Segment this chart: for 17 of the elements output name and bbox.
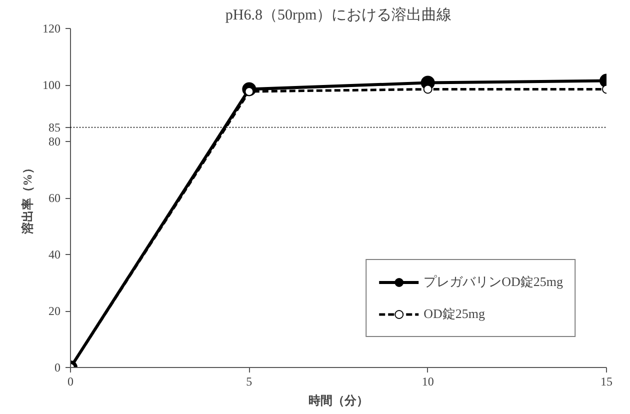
- x-tick-label: 5: [246, 374, 252, 388]
- y-tick-label: 20: [48, 304, 60, 318]
- y-tick-label: 60: [48, 191, 60, 205]
- y-tick-label: 85: [48, 120, 60, 134]
- legend-label: プレガバリンOD錠25mg: [424, 273, 563, 291]
- y-tick-label: 100: [42, 78, 60, 92]
- legend-label: OD錠25mg: [424, 305, 485, 323]
- x-tick-label: 15: [600, 374, 612, 388]
- chart-title: pH6.8（50rpm）における溶出曲線: [225, 6, 452, 24]
- x-axis-title: 時間（分）: [308, 394, 368, 408]
- y-axis-title: 溶出率（%）: [20, 162, 34, 235]
- y-tick-label: 40: [48, 248, 60, 262]
- y-tick-label: 0: [54, 360, 60, 374]
- x-tick-label: 0: [68, 374, 74, 388]
- y-tick-label: 80: [48, 134, 60, 148]
- y-tick-label: 120: [42, 22, 60, 36]
- x-tick-label: 10: [422, 374, 434, 388]
